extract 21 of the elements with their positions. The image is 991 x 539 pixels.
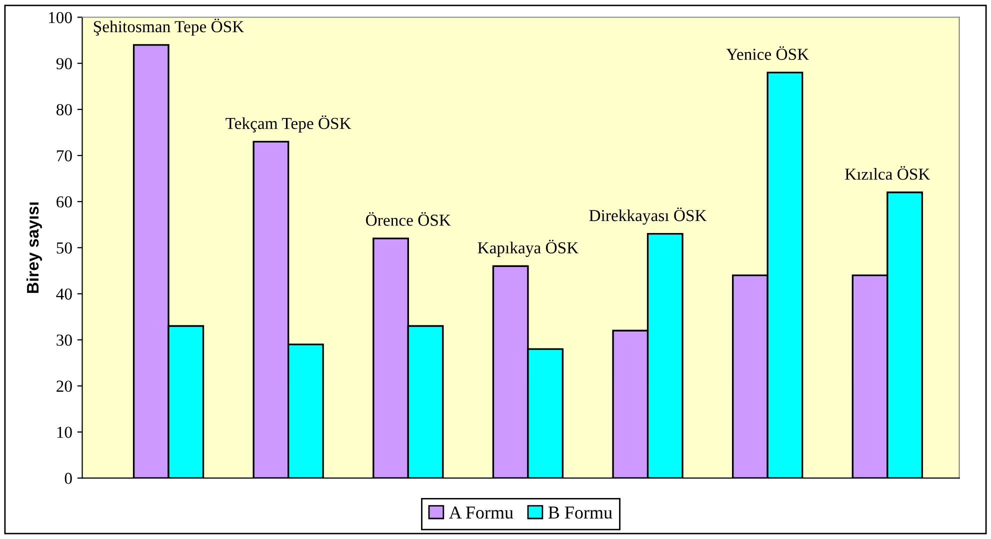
- x-tick-label: Şehitosman Tepe ÖSK: [94, 18, 244, 36]
- legend-label: A Formu: [449, 506, 514, 519]
- y-axis-title: Birey sayısı: [26, 202, 42, 293]
- x-tick-label: Örence ÖSK: [366, 212, 451, 226]
- y-tick-label: 30: [56, 334, 72, 346]
- y-tick-label: 60: [56, 196, 72, 208]
- legend-label: B Formu: [548, 506, 612, 519]
- y-tick-label: 100: [48, 12, 72, 24]
- x-tick-label: Kapıkaya ÖSK: [478, 240, 578, 257]
- y-tick-label: 20: [56, 380, 72, 392]
- x-tick-label: Yenice ÖSK: [726, 46, 809, 60]
- x-tick-label: Tekçam Tepe ÖSK: [226, 115, 352, 132]
- y-tick-label: 90: [56, 58, 72, 70]
- y-tick-label: 50: [56, 242, 72, 254]
- y-tick-label: 70: [56, 150, 72, 162]
- y-tick-label: 0: [64, 472, 72, 484]
- y-tick-label: 10: [57, 426, 72, 438]
- y-tick-label: 80: [56, 104, 72, 116]
- x-tick-label: Kızılca ÖSK: [845, 166, 930, 180]
- y-tick-label: 40: [56, 288, 72, 300]
- x-tick-label: Direkkayası ÖSK: [589, 208, 707, 225]
